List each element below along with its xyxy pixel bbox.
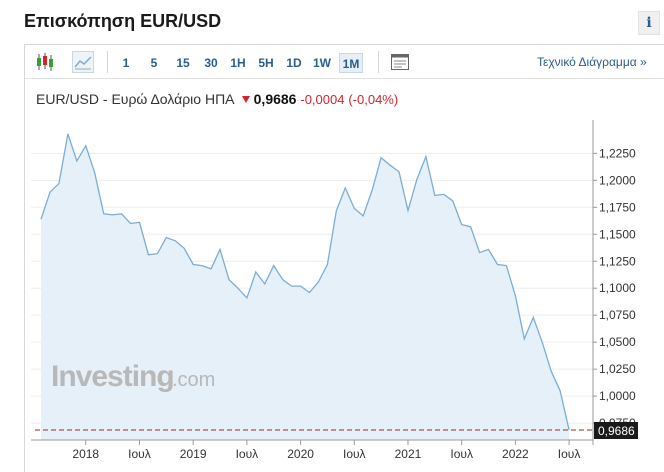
quote-line: EUR/USD - Ευρώ Δολάριο ΗΠΑ 0,9686 -0,000… [36, 91, 398, 107]
area-chart-icon[interactable] [72, 51, 94, 73]
chart-toolbar: 1 5 15 30 1H 5H 1D 1W 1M Τεχνικό Διάγραμ… [25, 45, 664, 79]
timeframe-5h[interactable]: 5H [258, 56, 274, 70]
price-change: -0,0004 [300, 92, 345, 107]
timeframe-1w[interactable]: 1W [313, 56, 331, 70]
price-change-percent: (-0,04%) [348, 92, 399, 107]
toolbar-divider [378, 51, 379, 73]
last-price: 0,9686 [253, 91, 297, 107]
instrument-name: EUR/USD - Ευρώ Δολάριο ΗΠΑ [36, 91, 234, 107]
candlestick-chart-icon[interactable] [34, 51, 56, 73]
timeframe-1d[interactable]: 1D [286, 56, 302, 70]
technical-chart-link[interactable]: Τεχνικό Διάγραμμα » [537, 55, 647, 69]
timeframe-15[interactable]: 15 [176, 56, 190, 70]
info-button[interactable]: i [638, 11, 660, 35]
title-bar: Επισκόπηση EUR/USD i [0, 0, 664, 44]
timeframe-1m[interactable]: 1M [339, 53, 363, 73]
page-title: Επισκόπηση EUR/USD [24, 11, 222, 31]
arrow-down-icon [241, 96, 250, 104]
toolbar-divider [107, 51, 108, 73]
timeframe-1h[interactable]: 1H [230, 56, 246, 70]
timeframe-5[interactable]: 5 [150, 56, 158, 70]
timeframe-1[interactable]: 1 [122, 56, 130, 70]
timeframe-30[interactable]: 30 [204, 56, 218, 70]
layout-icon[interactable] [389, 51, 411, 73]
chart-widget: 1 5 15 30 1H 5H 1D 1W 1M Τεχνικό Διάγραμ… [24, 44, 664, 472]
